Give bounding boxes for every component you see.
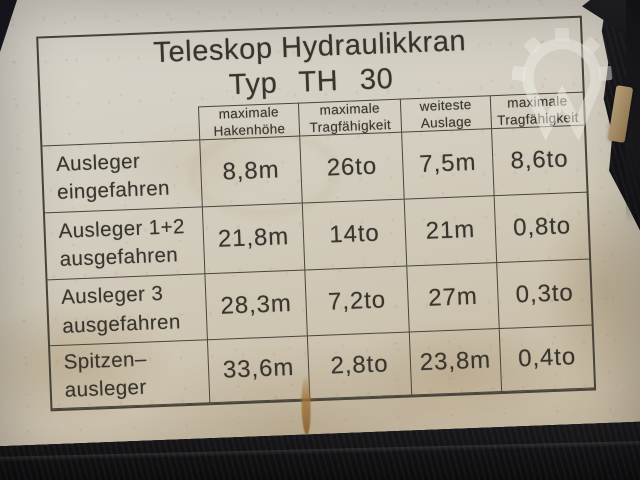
- column-header-outreach: weiteste Auslage: [401, 95, 492, 132]
- row-label: Ausleger 1+2 ausgefahren: [45, 207, 205, 280]
- value-cell: 33,6m: [208, 336, 310, 403]
- row-label: Ausleger eingefahren: [42, 140, 202, 213]
- value-cell: 21,8m: [203, 204, 305, 275]
- value-cell: 7,5m: [402, 129, 495, 199]
- photo-edge-shadow: [626, 0, 640, 222]
- value-cell: 21m: [405, 196, 498, 266]
- header-line: weiteste: [419, 96, 472, 114]
- row-label-line: ausleger: [64, 375, 147, 402]
- value-cell: 7,2to: [305, 267, 409, 337]
- stain-drip: [301, 377, 310, 435]
- value-cell: 0,4to: [500, 325, 595, 392]
- column-header-capacity-1: maximale Tragfähigkeit: [299, 99, 402, 137]
- row-label: Spitzen– ausleger: [50, 340, 210, 409]
- row-label: Ausleger 3 ausgefahren: [48, 274, 208, 346]
- value-cell: 26to: [300, 133, 404, 204]
- value-cell: 27m: [407, 263, 499, 332]
- sign-title-line1: Teleskop Hydraulikkran: [152, 25, 467, 70]
- value-cell: 0,8to: [495, 193, 590, 264]
- value-cell: 28,3m: [205, 270, 307, 340]
- rubber-band-edge: [0, 441, 640, 462]
- sign-title-line2: Typ TH 30: [228, 62, 394, 101]
- gear-watermark-icon: [511, 28, 613, 142]
- value-cell: 14to: [303, 200, 407, 271]
- row-label-line: ausgefahren: [59, 243, 179, 271]
- row-label-line: eingefahren: [56, 176, 171, 204]
- column-header-hook-height: maximale Hakenhöhe: [199, 103, 300, 141]
- row-label-line: Ausleger 3: [60, 282, 164, 310]
- row-label-line: Ausleger: [55, 149, 141, 176]
- row-label-line: Spitzen–: [63, 347, 148, 374]
- value-cell: 0,3to: [497, 260, 592, 330]
- row-label-line: ausgefahren: [61, 309, 182, 338]
- value-cell: 8,8m: [200, 137, 302, 208]
- value-cell: 23,8m: [410, 329, 502, 395]
- value-cell: 2,8to: [308, 332, 412, 399]
